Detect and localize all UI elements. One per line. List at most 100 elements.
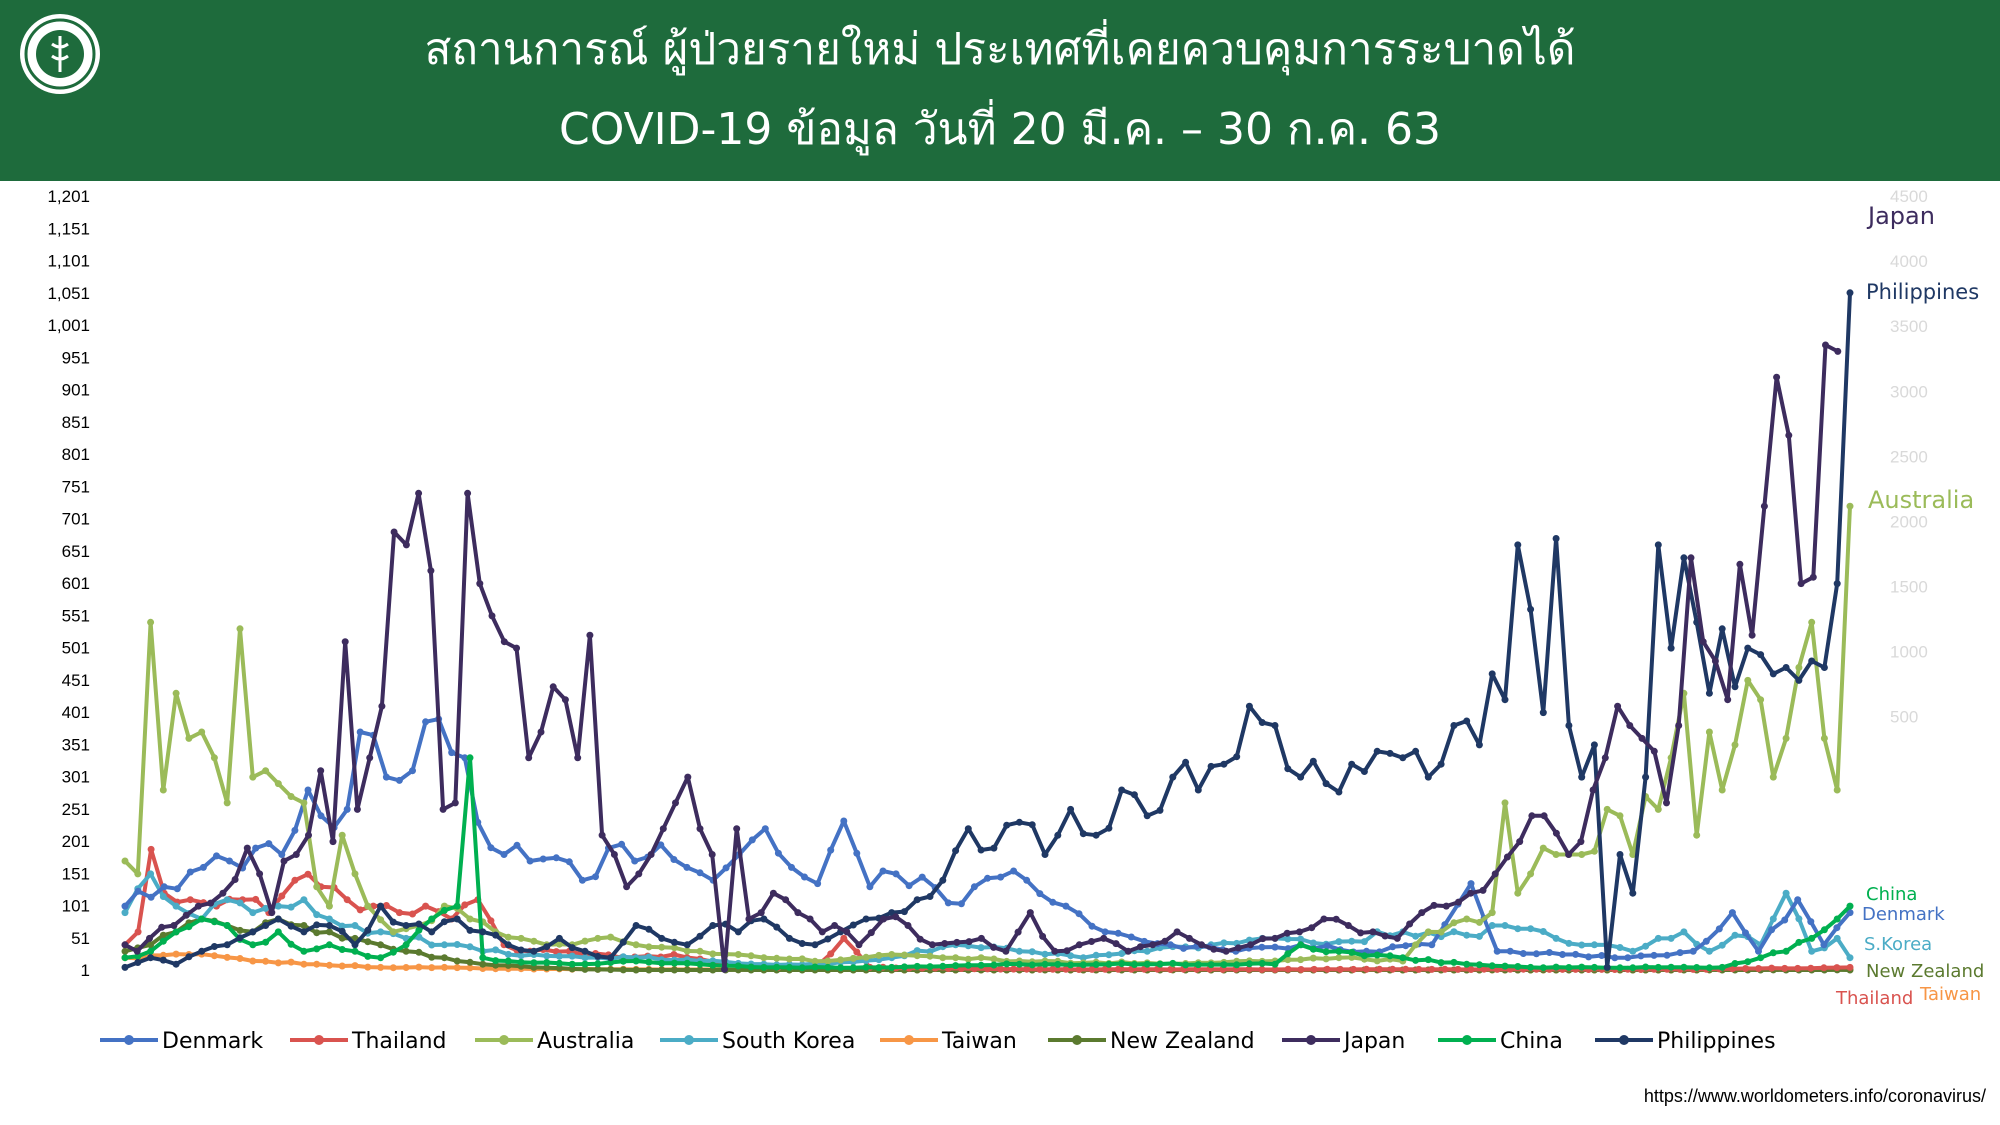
data-point (1699, 638, 1707, 646)
data-point (670, 856, 678, 863)
right-y-tick-label: 2000 (1890, 512, 1928, 531)
data-point (798, 964, 806, 972)
data-point (1475, 961, 1483, 969)
data-point (574, 754, 582, 762)
data-point (1820, 926, 1828, 934)
data-point (598, 831, 606, 839)
data-point (997, 873, 1005, 881)
data-point (1846, 909, 1854, 917)
data-point (794, 909, 802, 917)
data-point (1731, 960, 1739, 967)
data-point (1207, 961, 1215, 969)
data-point (913, 962, 921, 970)
data-point (300, 922, 308, 929)
data-point (223, 953, 231, 961)
data-point (517, 958, 525, 966)
data-point (1590, 963, 1598, 971)
data-point (1626, 722, 1634, 729)
data-point (1782, 889, 1790, 897)
data-point (1702, 937, 1710, 945)
data-point (1322, 955, 1330, 963)
data-point (1335, 954, 1343, 962)
data-point (1680, 554, 1688, 562)
data-point (198, 915, 206, 923)
data-point (1467, 880, 1475, 888)
data-point (1075, 910, 1083, 918)
y-tick-label: 1 (81, 961, 90, 980)
data-point (880, 915, 887, 923)
data-point (304, 786, 312, 794)
page-title-line-1: สถานการณ์ ผู้ป่วยรายใหม่ ประเทศที่เคยควบ… (424, 24, 1576, 75)
data-point (1296, 928, 1303, 936)
data-point (610, 851, 618, 858)
data-point (1323, 965, 1331, 973)
data-point (837, 964, 845, 972)
data-point (1441, 965, 1449, 973)
data-point (377, 963, 385, 971)
data-point (1768, 926, 1776, 934)
data-point (287, 958, 295, 966)
data-point (194, 902, 202, 910)
data-point (1412, 932, 1420, 940)
data-point (146, 934, 153, 942)
source-link[interactable]: https://www.worldometers.info/coronaviru… (1643, 1086, 1986, 1106)
data-point (207, 899, 215, 907)
data-point (1781, 964, 1789, 972)
data-point (1023, 965, 1031, 973)
data-point (1373, 957, 1381, 965)
data-point (256, 870, 264, 878)
data-point (1755, 947, 1762, 955)
data-point (1220, 939, 1228, 947)
data-point (773, 963, 781, 971)
data-point (1616, 812, 1624, 820)
data-point (1475, 932, 1483, 940)
data-point (1412, 941, 1420, 949)
data-point (504, 950, 512, 958)
data-point (1140, 937, 1148, 945)
data-point (1130, 961, 1138, 968)
data-point (1807, 918, 1815, 926)
data-point (672, 799, 679, 807)
data-point (487, 844, 495, 852)
data-point (658, 966, 666, 974)
data-point (377, 941, 385, 949)
data-point (1363, 965, 1370, 973)
data-point (769, 889, 777, 897)
data-point (1834, 347, 1842, 355)
data-point (1680, 963, 1688, 971)
data-point (1715, 925, 1723, 933)
data-point (341, 638, 349, 646)
data-point (325, 915, 333, 923)
data-point (747, 963, 755, 971)
data-point (555, 959, 563, 967)
data-point (581, 937, 589, 945)
data-point (1795, 915, 1803, 923)
data-point (875, 964, 883, 972)
data-point (1552, 829, 1560, 837)
data-point (1705, 964, 1713, 972)
data-point (619, 966, 627, 974)
data-point (1437, 760, 1445, 768)
data-point (1349, 965, 1357, 973)
data-point (761, 825, 769, 833)
data-point (262, 767, 270, 775)
data-point (1114, 965, 1122, 973)
data-point (487, 917, 495, 925)
data-point (231, 876, 239, 883)
y-tick-label: 751 (62, 477, 90, 496)
data-point (1118, 960, 1126, 967)
data-point (1539, 844, 1547, 852)
data-point (159, 893, 167, 900)
data-point (1663, 799, 1670, 807)
data-point (539, 855, 547, 863)
data-point (317, 812, 325, 820)
data-point (696, 932, 704, 940)
data-point (818, 928, 826, 936)
data-point (1437, 928, 1445, 936)
data-point (773, 923, 781, 931)
data-point (134, 887, 142, 895)
y-tick-label: 501 (62, 639, 90, 658)
data-point (158, 923, 166, 931)
data-point (1539, 964, 1547, 972)
data-point (964, 955, 972, 963)
